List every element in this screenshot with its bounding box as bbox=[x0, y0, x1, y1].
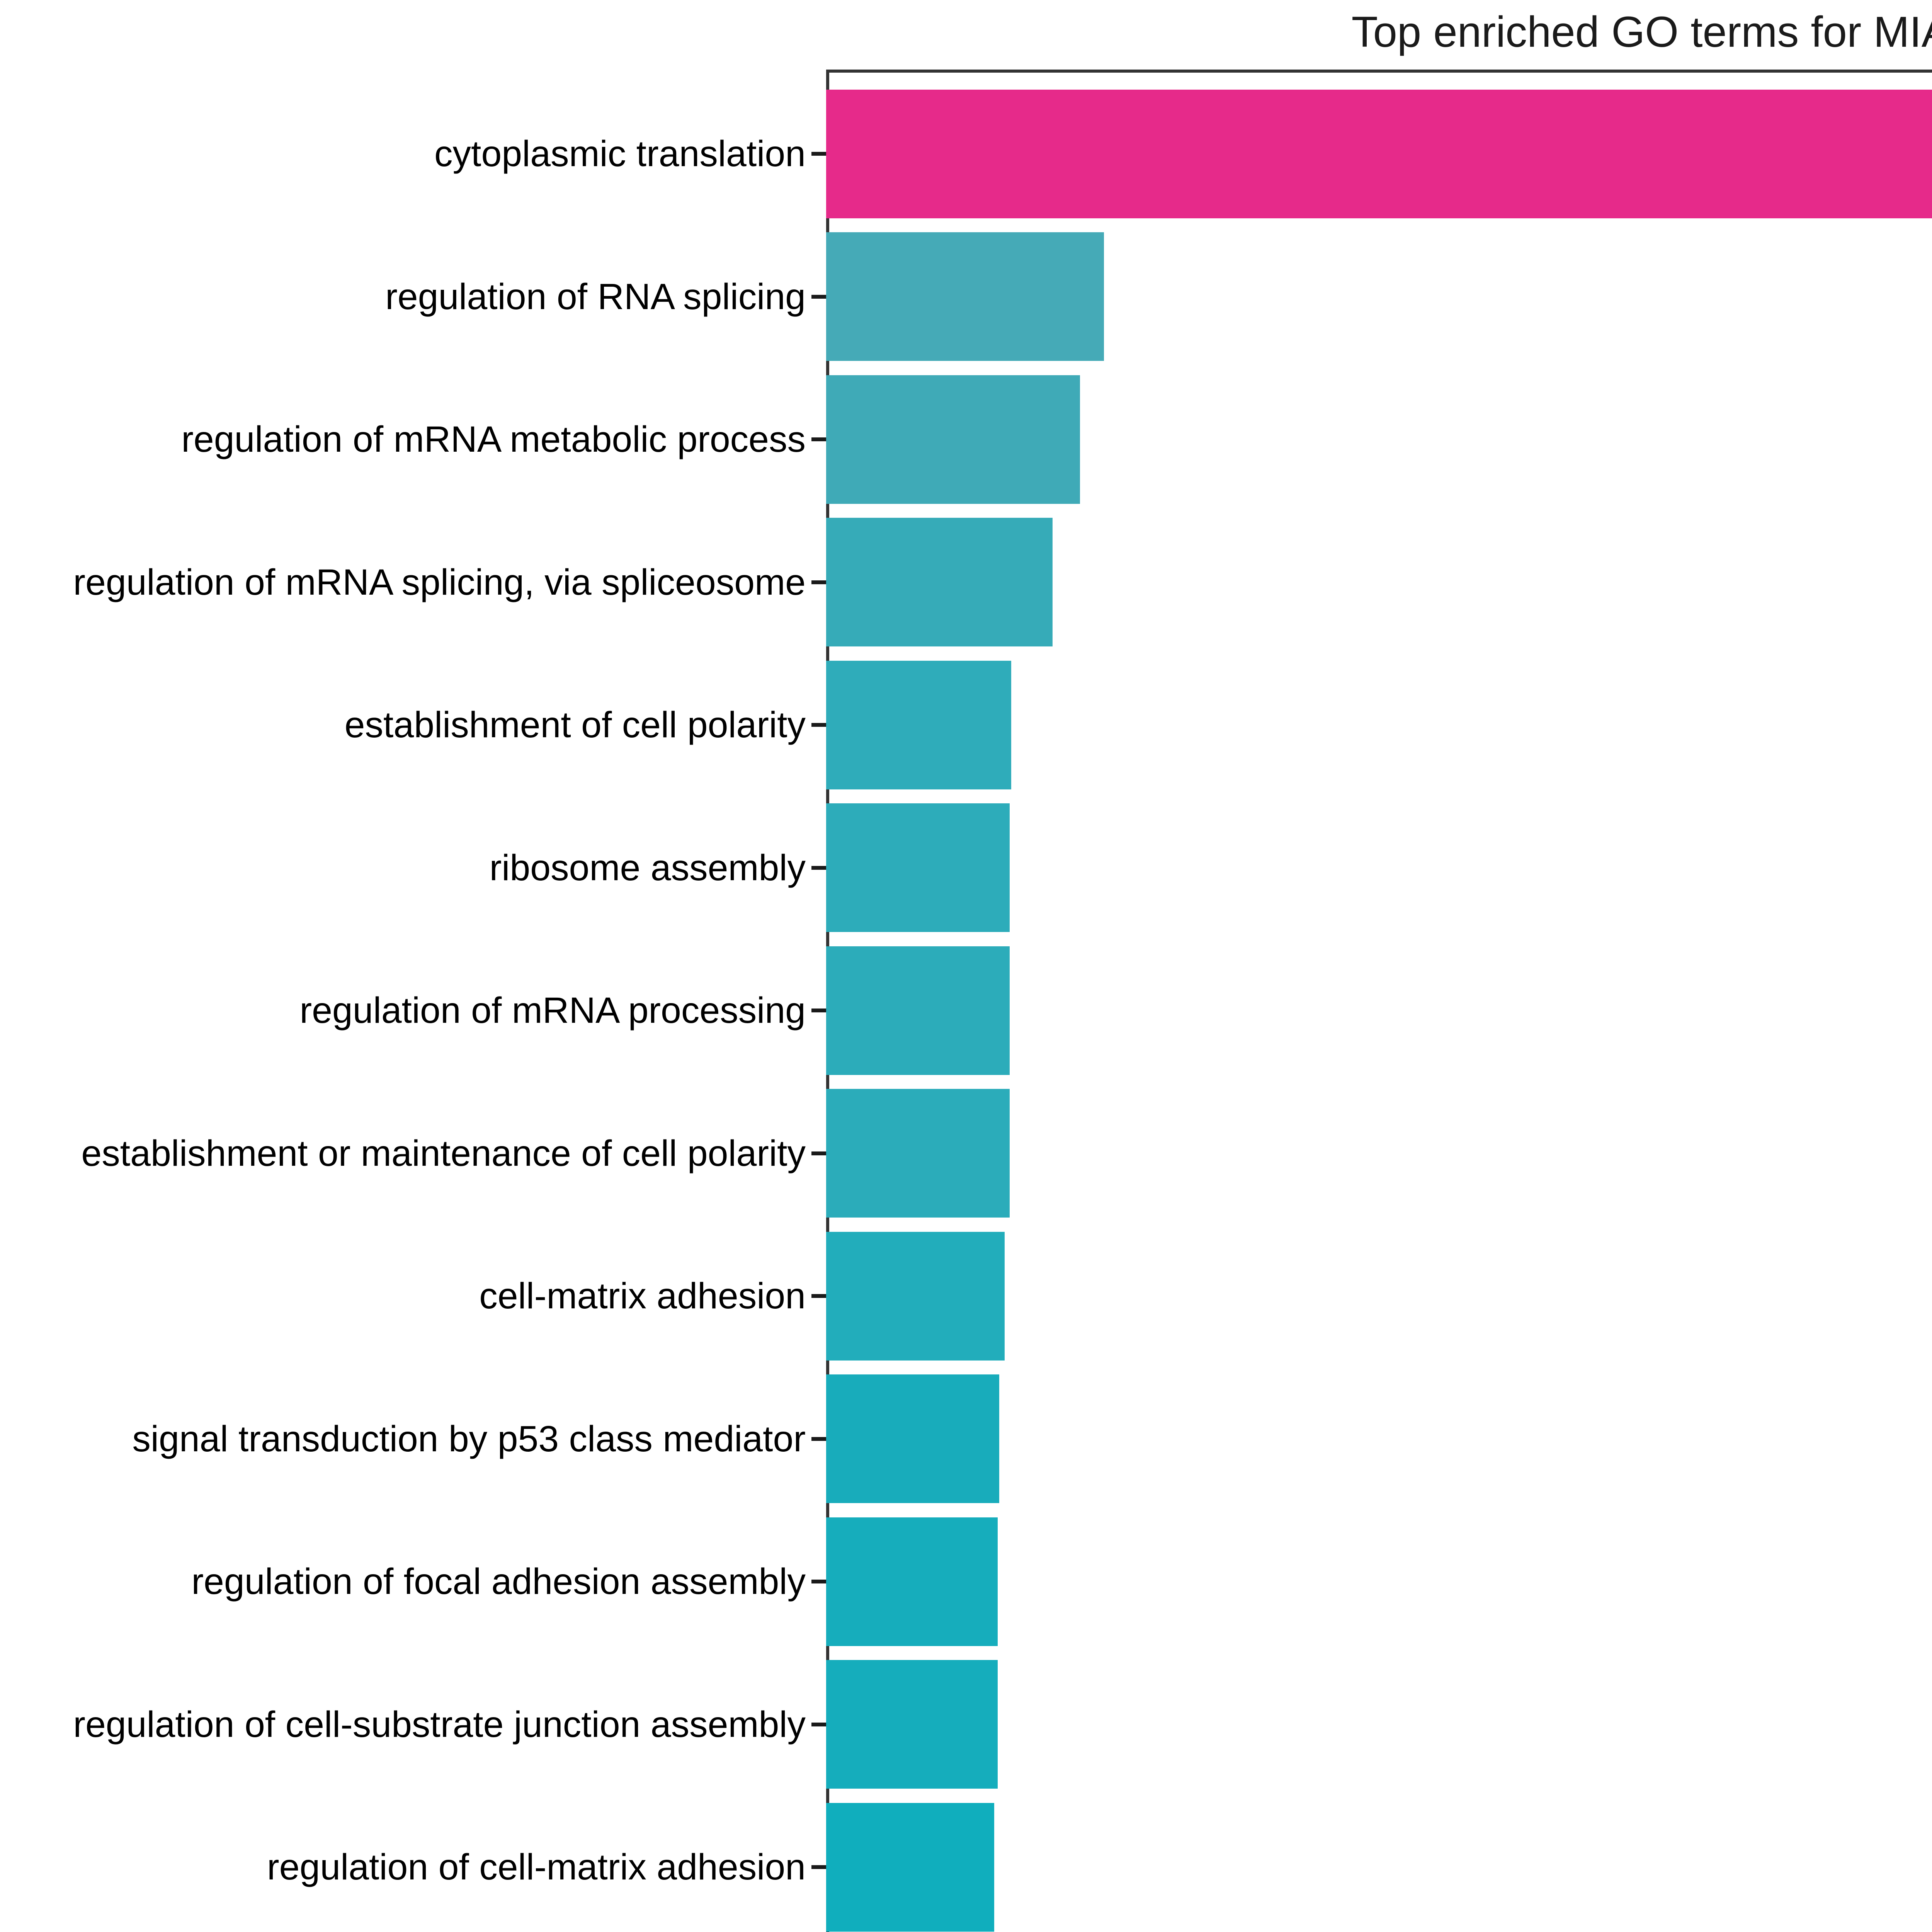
y-axis-tick bbox=[811, 152, 826, 156]
y-axis-label: establishment of cell polarity bbox=[344, 704, 806, 745]
chart-title: Top enriched GO terms for MIAC bbox=[1351, 8, 1932, 56]
bar bbox=[826, 518, 1053, 646]
bar bbox=[826, 1231, 1005, 1361]
y-axis-label: regulation of focal adhesion assembly bbox=[191, 1561, 806, 1602]
y-axis-tick bbox=[811, 437, 826, 441]
bar bbox=[826, 1660, 998, 1789]
y-axis-tick bbox=[811, 1580, 826, 1583]
bar bbox=[826, 375, 1080, 504]
y-axis-tick bbox=[811, 1722, 826, 1726]
bar bbox=[826, 89, 1932, 218]
bar bbox=[826, 803, 1010, 932]
bar bbox=[826, 1374, 999, 1503]
bar bbox=[826, 1803, 994, 1932]
y-axis-tick bbox=[811, 1294, 826, 1298]
y-axis-label: signal transduction by p53 class mediato… bbox=[132, 1418, 806, 1459]
y-axis-label: regulation of mRNA processing bbox=[299, 990, 806, 1031]
bar bbox=[826, 1089, 1010, 1218]
y-axis-label: regulation of mRNA splicing, via spliceo… bbox=[73, 561, 806, 603]
y-axis-tick bbox=[811, 1151, 826, 1155]
bar bbox=[826, 1517, 998, 1646]
y-axis-label: cell-matrix adhesion bbox=[479, 1276, 806, 1316]
bar bbox=[826, 232, 1104, 361]
y-axis-label: regulation of cell-matrix adhesion bbox=[267, 1847, 806, 1888]
y-axis-tick bbox=[811, 1437, 826, 1441]
y-axis-label: ribosome assembly bbox=[489, 847, 806, 888]
y-axis-label: cytoplasmic translation bbox=[434, 133, 806, 174]
y-axis-label: regulation of RNA splicing bbox=[385, 276, 806, 317]
y-axis-label: establishment or maintenance of cell pol… bbox=[81, 1133, 806, 1174]
y-axis-tick bbox=[811, 294, 826, 299]
bar bbox=[826, 660, 1011, 789]
y-axis-label: regulation of cell-substrate junction as… bbox=[73, 1704, 806, 1745]
y-axis-tick bbox=[811, 723, 826, 727]
bar bbox=[826, 946, 1010, 1075]
y-axis-tick bbox=[811, 1009, 826, 1012]
y-axis-label: regulation of mRNA metabolic process bbox=[181, 419, 806, 460]
y-axis-tick bbox=[811, 866, 826, 870]
y-axis-tick bbox=[811, 580, 826, 584]
y-axis-tick bbox=[811, 1865, 826, 1869]
